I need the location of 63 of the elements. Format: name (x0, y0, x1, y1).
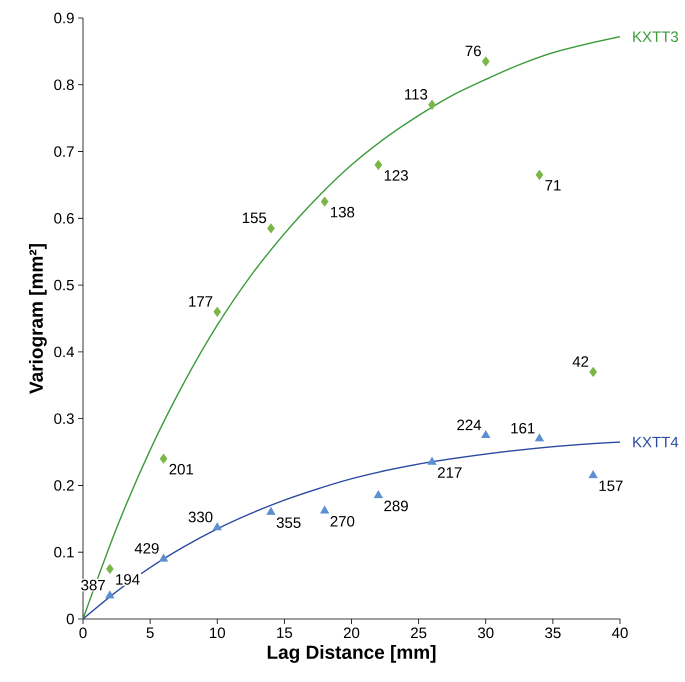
x-tick-label: 40 (612, 628, 628, 638)
y-axis-title: Variogram [mm²] (28, 244, 47, 394)
y-tick-label: 0.7 (54, 146, 74, 157)
y-tick-label: 0.8 (54, 79, 74, 90)
point (428, 457, 436, 465)
annotation: 42 (572, 356, 588, 367)
y-tick-label: 0.5 (54, 280, 74, 290)
annotation: 355 (276, 517, 301, 528)
annotation: 289 (384, 500, 408, 512)
point (320, 196, 328, 206)
x-tick-label: 35 (545, 628, 561, 638)
y-tick-label: 0.9 (54, 12, 74, 24)
x-tick-label: 5 (146, 628, 154, 638)
x-axis-title: Lag Distance [mm] (268, 645, 436, 663)
x-tick-label: 10 (210, 628, 225, 638)
point (159, 554, 168, 562)
annotation: 76 (466, 46, 481, 56)
x-tick-label: 25 (411, 628, 426, 638)
annotation: 123 (384, 170, 408, 181)
y-tick-label: 0.1 (54, 546, 74, 558)
point (160, 454, 168, 464)
annotation: 138 (331, 206, 354, 218)
annotation: 201 (170, 464, 194, 475)
point (320, 506, 329, 514)
annotation: 177 (189, 296, 212, 307)
series-label: KXTT3 (633, 31, 678, 42)
point (588, 470, 598, 478)
point (374, 160, 382, 170)
annotation: 330 (188, 512, 212, 522)
series-label: KXTT4 (633, 436, 678, 448)
annotation: 113 (405, 88, 428, 100)
x-tick-label: 20 (344, 628, 360, 638)
point (267, 224, 275, 234)
point (535, 434, 544, 442)
point (482, 56, 490, 66)
x-tick-label: 30 (478, 628, 494, 638)
annotation: 217 (438, 467, 462, 478)
point (482, 430, 490, 438)
y-tick-label: 0 (66, 614, 74, 624)
point (214, 307, 221, 317)
annotation: 157 (599, 480, 623, 492)
point (589, 367, 597, 377)
annotation: 429 (134, 543, 159, 554)
point (428, 100, 436, 110)
annotation: 161 (511, 422, 535, 434)
annotation: 155 (242, 212, 266, 224)
point (213, 522, 222, 530)
point (536, 170, 544, 180)
annotation: 387 (81, 580, 105, 590)
annotation: 270 (330, 516, 354, 527)
x-tick-label: 0 (79, 628, 87, 638)
annotation: 224 (457, 420, 482, 430)
y-tick-label: 0.6 (54, 213, 74, 224)
annotation: 71 (545, 180, 561, 190)
point (106, 590, 114, 598)
y-tick-label: 0.2 (54, 480, 74, 491)
y-tick-label: 0.4 (54, 346, 74, 358)
point (266, 507, 276, 515)
annotation: 194 (116, 574, 140, 585)
x-tick-label: 15 (277, 628, 292, 638)
y-tick-label: 0.3 (54, 413, 74, 424)
point (106, 564, 114, 574)
point (374, 490, 383, 498)
